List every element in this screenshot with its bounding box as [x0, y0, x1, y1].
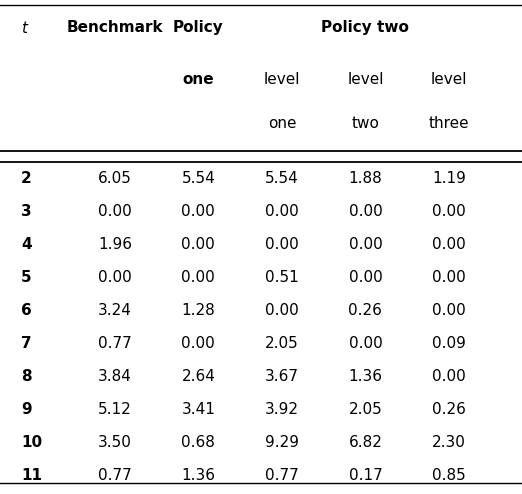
Text: 1.19: 1.19	[432, 171, 466, 186]
Text: 5: 5	[21, 270, 31, 285]
Text: three: three	[429, 116, 469, 131]
Text: 10: 10	[21, 435, 42, 450]
Text: 2.05: 2.05	[265, 336, 299, 351]
Text: level: level	[347, 72, 384, 86]
Text: 0.00: 0.00	[349, 204, 382, 219]
Text: 9.29: 9.29	[265, 435, 299, 450]
Text: 2.05: 2.05	[349, 402, 382, 417]
Text: 0.77: 0.77	[265, 468, 299, 483]
Text: 6.82: 6.82	[349, 435, 382, 450]
Text: 0.00: 0.00	[349, 336, 382, 351]
Text: 5.54: 5.54	[265, 171, 299, 186]
Text: 4: 4	[21, 237, 31, 252]
Text: 0.00: 0.00	[265, 204, 299, 219]
Text: 0.00: 0.00	[432, 204, 466, 219]
Text: 0.00: 0.00	[182, 204, 215, 219]
Text: 3.84: 3.84	[98, 369, 132, 384]
Text: 0.00: 0.00	[182, 237, 215, 252]
Text: 0.09: 0.09	[432, 336, 466, 351]
Text: 0.00: 0.00	[432, 270, 466, 285]
Text: 0.26: 0.26	[349, 303, 382, 318]
Text: 8: 8	[21, 369, 31, 384]
Text: two: two	[351, 116, 379, 131]
Text: 2.30: 2.30	[432, 435, 466, 450]
Text: 0.17: 0.17	[349, 468, 382, 483]
Text: 1.36: 1.36	[181, 468, 216, 483]
Text: 0.00: 0.00	[432, 369, 466, 384]
Text: 0.51: 0.51	[265, 270, 299, 285]
Text: 0.00: 0.00	[432, 237, 466, 252]
Text: $t$: $t$	[21, 20, 29, 36]
Text: 6.05: 6.05	[98, 171, 132, 186]
Text: 7: 7	[21, 336, 31, 351]
Text: 1.88: 1.88	[349, 171, 382, 186]
Text: 6: 6	[21, 303, 32, 318]
Text: 0.77: 0.77	[98, 336, 132, 351]
Text: 5.54: 5.54	[182, 171, 215, 186]
Text: Policy two: Policy two	[322, 20, 409, 35]
Text: level: level	[431, 72, 467, 86]
Text: 0.00: 0.00	[98, 204, 132, 219]
Text: 0.00: 0.00	[265, 303, 299, 318]
Text: 0.00: 0.00	[432, 303, 466, 318]
Text: one: one	[183, 72, 214, 86]
Text: 0.00: 0.00	[98, 270, 132, 285]
Text: 3.67: 3.67	[265, 369, 299, 384]
Text: 5.12: 5.12	[98, 402, 132, 417]
Text: 0.00: 0.00	[349, 237, 382, 252]
Text: 0.00: 0.00	[182, 336, 215, 351]
Text: 0.26: 0.26	[432, 402, 466, 417]
Text: Benchmark: Benchmark	[66, 20, 163, 35]
Text: Policy: Policy	[173, 20, 224, 35]
Text: 3.50: 3.50	[98, 435, 132, 450]
Text: 0.77: 0.77	[98, 468, 132, 483]
Text: 1.28: 1.28	[182, 303, 215, 318]
Text: 1.96: 1.96	[98, 237, 132, 252]
Text: 0.85: 0.85	[432, 468, 466, 483]
Text: 3.92: 3.92	[265, 402, 299, 417]
Text: 3.24: 3.24	[98, 303, 132, 318]
Text: 0.00: 0.00	[182, 270, 215, 285]
Text: 11: 11	[21, 468, 42, 483]
Text: one: one	[268, 116, 296, 131]
Text: 2.64: 2.64	[182, 369, 215, 384]
Text: 3: 3	[21, 204, 31, 219]
Text: 0.68: 0.68	[182, 435, 215, 450]
Text: 3.41: 3.41	[182, 402, 215, 417]
Text: 0.00: 0.00	[265, 237, 299, 252]
Text: 9: 9	[21, 402, 31, 417]
Text: 1.36: 1.36	[348, 369, 383, 384]
Text: 0.00: 0.00	[349, 270, 382, 285]
Text: level: level	[264, 72, 300, 86]
Text: 2: 2	[21, 171, 32, 186]
